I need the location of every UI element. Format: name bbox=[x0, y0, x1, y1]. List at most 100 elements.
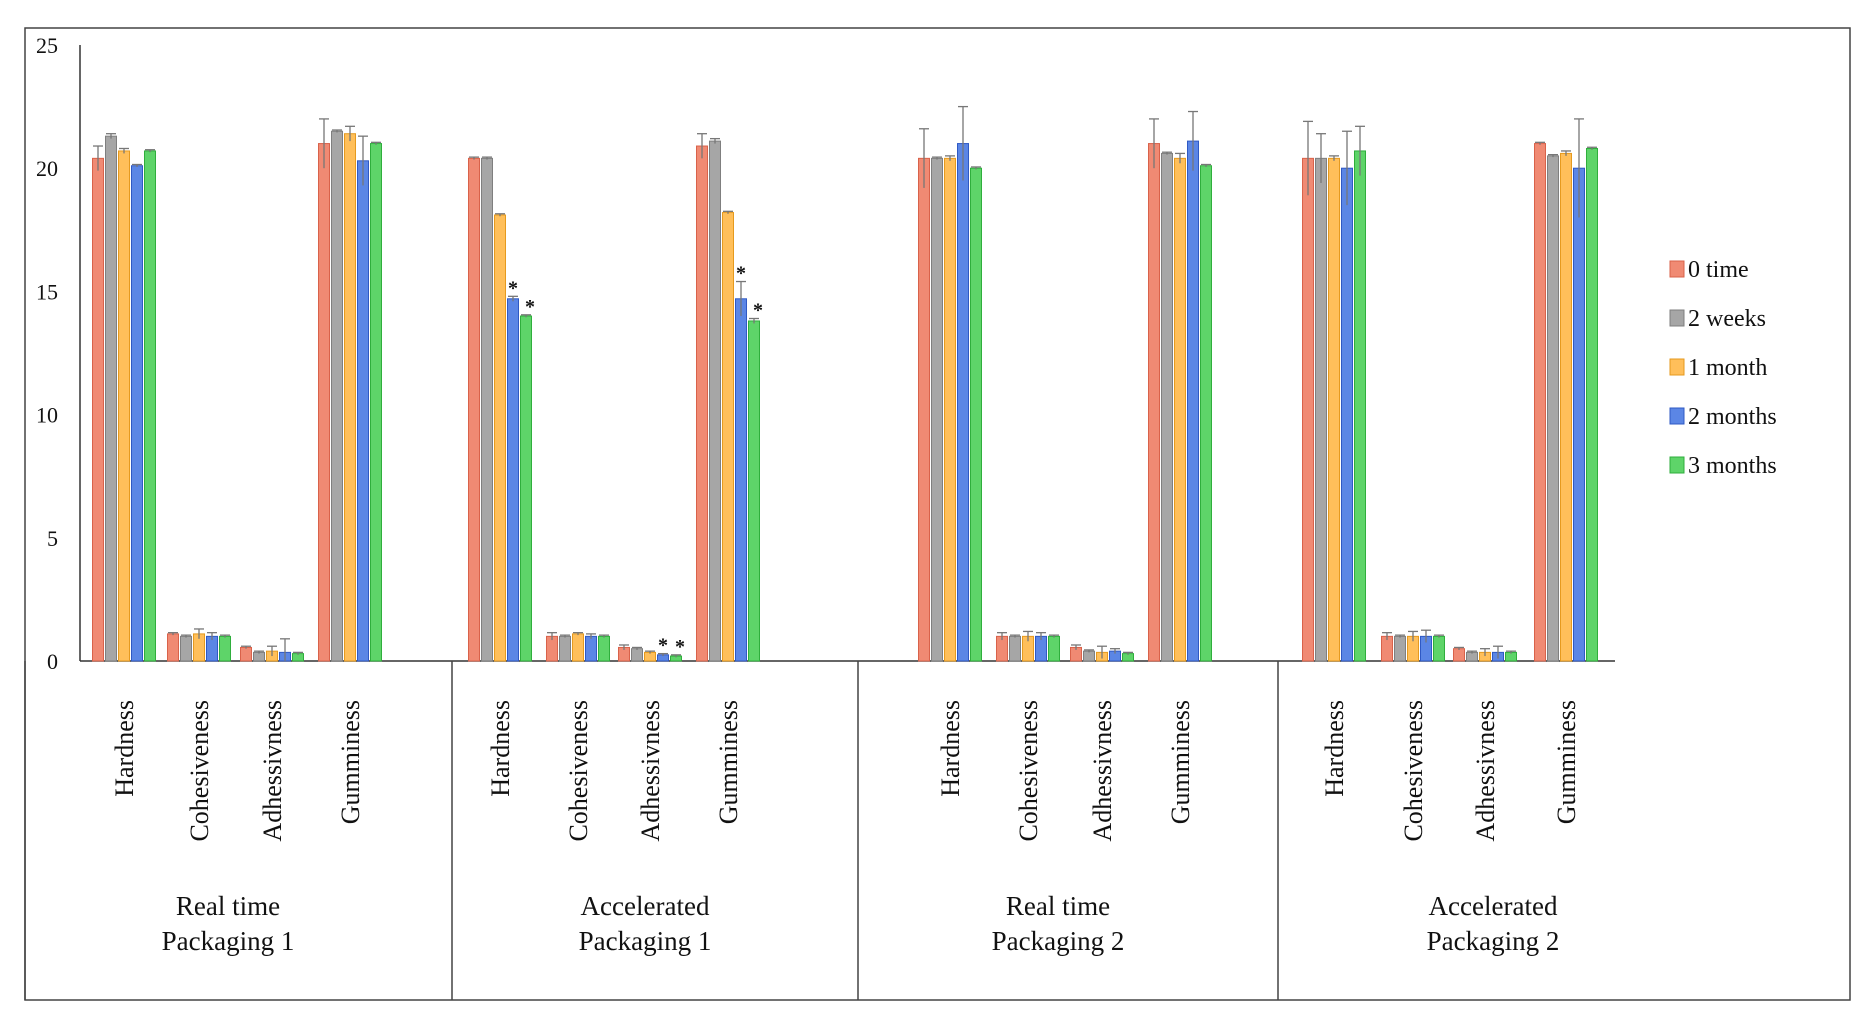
bar bbox=[1009, 635, 1021, 662]
significance-star: * bbox=[675, 636, 685, 658]
bar bbox=[644, 651, 656, 662]
bar bbox=[253, 651, 265, 662]
legend-swatch bbox=[1669, 260, 1685, 278]
bar bbox=[357, 160, 369, 662]
legend-label: 1 month bbox=[1688, 355, 1767, 381]
bar bbox=[105, 135, 117, 662]
category-label: Cohesiveness bbox=[1014, 700, 1043, 842]
y-tick-label: 15 bbox=[36, 279, 58, 304]
bar bbox=[957, 143, 969, 662]
group-label-line2: Packaging 1 bbox=[162, 926, 295, 956]
bar bbox=[167, 633, 179, 662]
bar bbox=[1505, 651, 1517, 662]
significance-star: * bbox=[658, 635, 668, 657]
bar bbox=[481, 157, 493, 662]
bar bbox=[344, 133, 356, 662]
group-label-line1: Real time bbox=[1006, 891, 1110, 921]
category-label: Cohesiveness bbox=[185, 700, 214, 842]
bar bbox=[92, 157, 104, 662]
bar bbox=[918, 157, 930, 662]
legend-swatch bbox=[1669, 407, 1685, 425]
bar bbox=[1174, 157, 1186, 662]
bar bbox=[931, 157, 943, 662]
y-tick-label: 5 bbox=[47, 526, 58, 551]
bar bbox=[1148, 143, 1160, 662]
bar bbox=[1048, 635, 1060, 662]
bar bbox=[970, 167, 982, 662]
bar bbox=[1187, 140, 1199, 662]
category-label: Adhessivness bbox=[1471, 700, 1500, 842]
legend-label: 0 time bbox=[1688, 257, 1749, 283]
bar bbox=[585, 635, 597, 662]
bar bbox=[219, 635, 231, 662]
bar bbox=[468, 157, 480, 662]
bar bbox=[735, 298, 747, 662]
significance-star: * bbox=[753, 300, 763, 322]
bar bbox=[240, 646, 252, 662]
bar bbox=[572, 633, 584, 662]
y-tick-label: 25 bbox=[36, 33, 58, 58]
bar bbox=[494, 214, 506, 662]
category-labels: Hardness Cohesiveness Adhessivness Gummines… bbox=[110, 700, 1581, 956]
legend-label: 2 months bbox=[1688, 404, 1777, 430]
bar bbox=[748, 320, 760, 662]
significance-star: * bbox=[525, 296, 535, 318]
category-label: Hardness bbox=[936, 700, 965, 797]
bar bbox=[1302, 157, 1314, 662]
category-label: Cohesiveness bbox=[1399, 700, 1428, 842]
bar bbox=[1573, 167, 1585, 662]
bar bbox=[1354, 150, 1366, 662]
bar bbox=[631, 648, 643, 662]
bar bbox=[1433, 635, 1445, 662]
category-label: Gumminess bbox=[1166, 700, 1195, 824]
y-tick-label: 10 bbox=[36, 403, 58, 428]
bar bbox=[1534, 143, 1546, 662]
bar bbox=[598, 635, 610, 662]
group-label-line2: Packaging 1 bbox=[579, 926, 712, 956]
bar bbox=[370, 143, 382, 662]
category-label: Hardness bbox=[1320, 700, 1349, 797]
bar bbox=[1161, 152, 1173, 662]
bar bbox=[559, 635, 571, 662]
bar bbox=[709, 140, 721, 662]
group-label-line1: Accelerated bbox=[1429, 891, 1558, 921]
legend-label: 3 months bbox=[1688, 453, 1777, 479]
y-tick-label: 0 bbox=[47, 649, 58, 674]
category-label: Cohesiveness bbox=[564, 700, 593, 842]
group-label-line1: Accelerated bbox=[581, 891, 710, 921]
category-label: Adhessivness bbox=[1088, 700, 1117, 842]
bars-layer: * * * * * * bbox=[92, 105, 1598, 662]
group-label-line2: Packaging 2 bbox=[992, 926, 1125, 956]
bar bbox=[1341, 167, 1353, 662]
category-label: Gumminess bbox=[714, 700, 743, 824]
bar bbox=[1315, 157, 1327, 662]
legend-label: 2 weeks bbox=[1688, 306, 1766, 332]
group-label-line2: Packaging 2 bbox=[1427, 926, 1560, 956]
bar bbox=[131, 165, 143, 662]
legend-swatch bbox=[1669, 358, 1685, 376]
legend-swatch bbox=[1669, 456, 1685, 474]
bar bbox=[944, 157, 956, 662]
bar bbox=[118, 150, 130, 662]
category-label: Adhessivness bbox=[636, 700, 665, 842]
bar bbox=[1547, 155, 1559, 662]
bar bbox=[1586, 147, 1598, 662]
category-label: Gumminess bbox=[336, 700, 365, 824]
y-tick-label: 20 bbox=[36, 156, 58, 181]
category-label: Hardness bbox=[110, 700, 139, 797]
significance-star: * bbox=[508, 277, 518, 299]
legend: 0 time 2 weeks 1 month 2 months 3 months bbox=[1669, 257, 1777, 479]
bar bbox=[180, 635, 192, 662]
category-label: Gumminess bbox=[1552, 700, 1581, 824]
bar bbox=[1328, 157, 1340, 662]
bar bbox=[1200, 165, 1212, 662]
significance-star: * bbox=[736, 263, 746, 285]
bar bbox=[520, 315, 532, 662]
bar bbox=[331, 130, 343, 662]
bar bbox=[1453, 648, 1465, 662]
bar bbox=[1394, 635, 1406, 662]
bar bbox=[1560, 152, 1572, 662]
bar bbox=[144, 150, 156, 662]
